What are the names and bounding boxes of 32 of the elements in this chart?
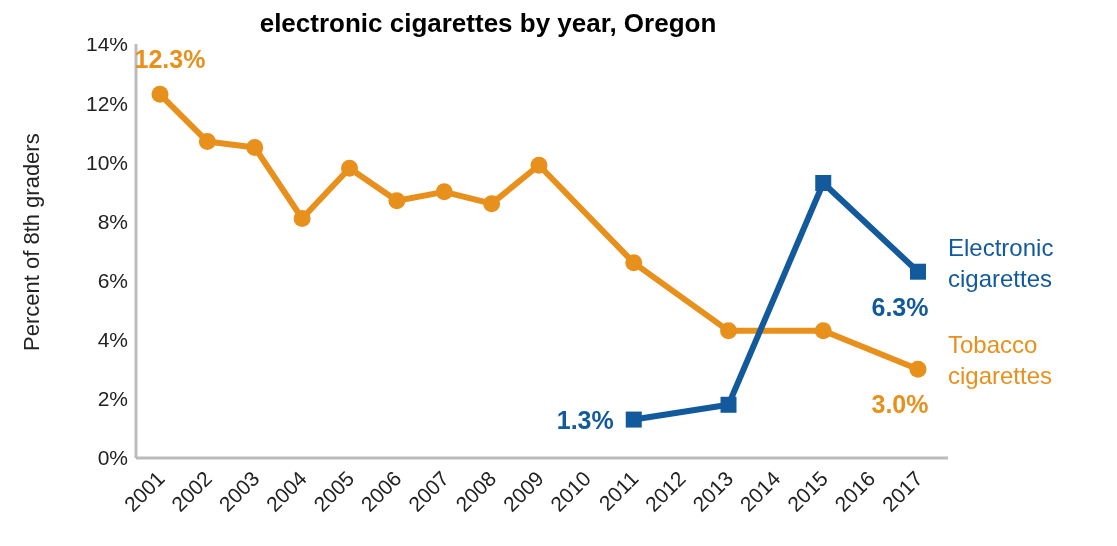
point bbox=[910, 263, 926, 280]
data-label: 1.3% bbox=[556, 405, 614, 434]
data-label: 3.0% bbox=[871, 390, 929, 419]
series-label: Tobacco cigarettes bbox=[948, 331, 1053, 390]
data-label: 12.3% bbox=[134, 45, 206, 74]
y-tick-label: 8% bbox=[97, 209, 128, 233]
point bbox=[246, 139, 264, 156]
y-tick-label: 12% bbox=[85, 91, 128, 115]
point bbox=[293, 209, 311, 227]
point bbox=[625, 411, 642, 428]
y-tick-label: 10% bbox=[85, 150, 128, 174]
y-tick-label: 2% bbox=[97, 387, 128, 411]
y-tick-label: 4% bbox=[97, 328, 128, 352]
point bbox=[341, 159, 358, 177]
point bbox=[530, 156, 548, 174]
chart-title: electronic cigarettes by year, Oregon bbox=[259, 8, 717, 38]
series-label: Electronic cigarettes bbox=[948, 233, 1054, 292]
point bbox=[625, 254, 643, 272]
y-tick-label: 6% bbox=[97, 269, 128, 293]
y-axis-title: Percent of 8th graders bbox=[18, 133, 44, 351]
point bbox=[814, 322, 832, 340]
point bbox=[909, 360, 927, 378]
point bbox=[388, 192, 406, 210]
point bbox=[151, 85, 169, 103]
data-label: 6.3% bbox=[871, 292, 929, 321]
point bbox=[720, 322, 737, 340]
point bbox=[483, 195, 501, 213]
point bbox=[720, 396, 737, 413]
point bbox=[435, 183, 453, 201]
point bbox=[815, 174, 832, 191]
y-tick-label: 0% bbox=[97, 446, 128, 470]
point bbox=[198, 133, 216, 151]
